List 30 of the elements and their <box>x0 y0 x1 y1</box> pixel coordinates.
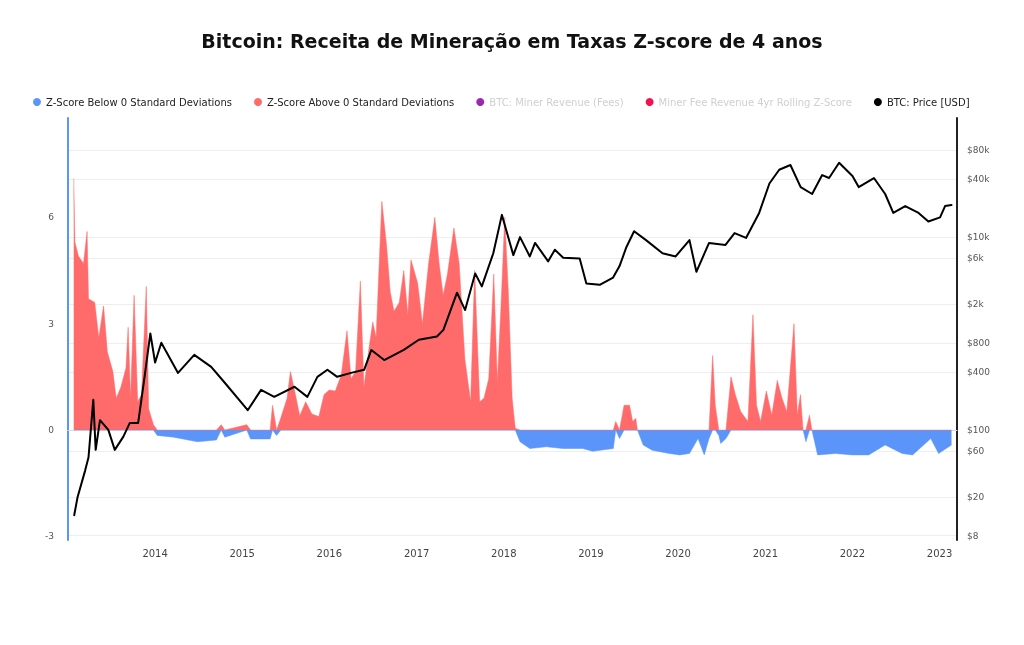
y2-tick-label: $400 <box>967 366 991 377</box>
legend-label: Z-Score Below 0 Standard Deviations <box>46 96 232 108</box>
line-series <box>73 161 953 517</box>
y-tick-label: 6 <box>48 212 55 223</box>
y2-tick-label: $100 <box>967 424 991 435</box>
x-tick-label: 2017 <box>403 547 430 559</box>
legend-label: Z-Score Above 0 Standard Deviations <box>266 96 455 108</box>
y2-tick-label: $800 <box>967 337 991 348</box>
chart-title: Bitcoin: Receita de Mineração em Taxas Z-score de 4 anos <box>201 29 823 52</box>
x-tick-label: 2019 <box>578 547 604 559</box>
x-tick-label: 2023 <box>926 547 953 559</box>
y2-tick-label: $40k <box>967 174 991 185</box>
y2-tick-label: $20 <box>967 492 985 503</box>
y2-tick-label: $2k <box>967 299 985 310</box>
legend-label: BTC: Price [USD] <box>886 96 970 108</box>
x-tick-label: 2018 <box>491 547 517 559</box>
x-tick-label: 2014 <box>142 547 168 559</box>
y-tick-label: 0 <box>48 425 55 436</box>
x-tick-label: 2022 <box>839 547 866 559</box>
y-tick-label: 3 <box>48 318 54 329</box>
y2-tick-label: $6k <box>967 253 985 264</box>
x-tick-label: 2016 <box>316 547 343 559</box>
y2-tick-label: $10k <box>967 232 991 243</box>
y2-tick-label: $80k <box>967 145 991 156</box>
x-tick-label: 2015 <box>229 547 255 559</box>
x-tick-label: 2020 <box>665 547 691 559</box>
y2-tick-label: $8 <box>967 530 979 541</box>
y-tick-label: -3 <box>45 531 54 542</box>
y2-tick-label: $60 <box>967 446 985 457</box>
x-tick-label: 2021 <box>752 547 779 559</box>
